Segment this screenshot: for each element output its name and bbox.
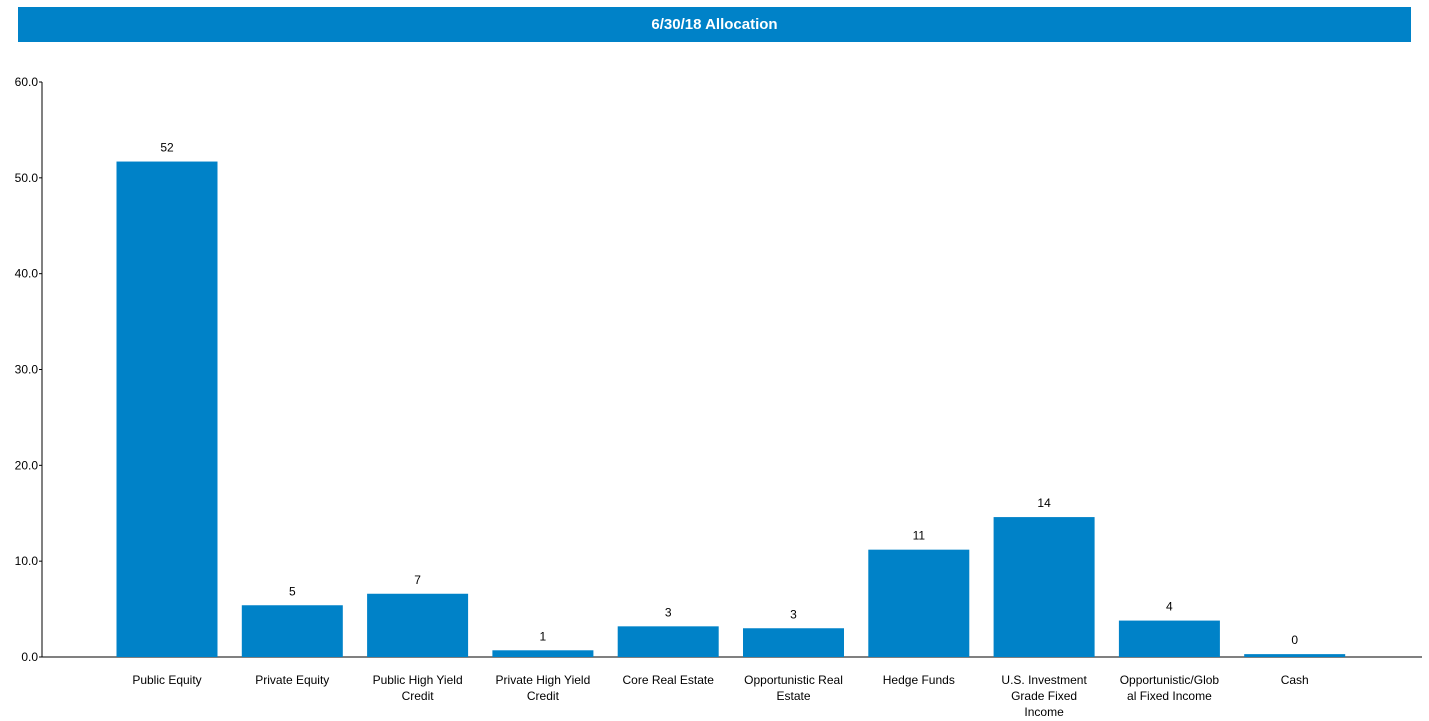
data-label: 0 [1291, 633, 1298, 647]
y-tick-label: 50.0 [15, 171, 39, 185]
y-tick-label: 30.0 [15, 363, 39, 377]
y-tick-label: 60.0 [15, 75, 39, 89]
data-label: 3 [790, 607, 797, 621]
y-tick-label: 20.0 [15, 458, 39, 472]
data-label: 5 [289, 584, 296, 598]
x-category-label-line: Opportunistic Real [744, 673, 843, 687]
x-category-label-line: Credit [402, 689, 435, 703]
x-category-label-line: Public Equity [132, 673, 201, 687]
x-category-label-line: Public High Yield [373, 673, 463, 687]
x-category-label-line: Cash [1281, 673, 1309, 687]
x-category-label: Opportunistic Real Estate [744, 673, 843, 703]
x-category-label-line: Private High Yield [496, 673, 591, 687]
x-category-label: Private Equity [255, 673, 329, 687]
x-category-label: Public Equity [132, 673, 201, 687]
x-category-label: Private High Yield Credit [496, 673, 591, 703]
x-category-label-line: Opportunistic/Glob [1120, 673, 1220, 687]
bar [492, 650, 594, 657]
bar [617, 626, 719, 657]
x-category-label-line: Private Equity [255, 673, 329, 687]
x-category-label-line: Estate [776, 689, 810, 703]
data-label: 3 [665, 605, 672, 619]
x-category-label-line: Credit [527, 689, 560, 703]
x-category-label: Public High Yield Credit [373, 673, 463, 703]
x-category-label-line: al Fixed Income [1127, 689, 1212, 703]
data-label: 11 [913, 529, 926, 543]
bar [993, 517, 1095, 657]
bar [367, 593, 469, 657]
data-label: 1 [540, 629, 547, 643]
x-category-label-line: U.S. Investment [1001, 673, 1087, 687]
data-label: 4 [1166, 600, 1173, 614]
x-category-label: Hedge Funds [883, 673, 955, 687]
data-label: 52 [160, 141, 174, 155]
x-category-label-line: Income [1024, 705, 1064, 719]
y-tick-label: 40.0 [15, 267, 39, 281]
x-category-label: Opportunistic/Glob al Fixed Income [1120, 673, 1220, 703]
x-category-label-line: Hedge Funds [883, 673, 955, 687]
y-tick-label: 0.0 [21, 650, 38, 664]
chart-title: 6/30/18 Allocation [18, 7, 1411, 42]
x-category-label: Cash [1281, 673, 1309, 687]
bar [241, 605, 343, 657]
x-category-label-line: Core Real Estate [623, 673, 715, 687]
bar [116, 161, 218, 657]
x-category-label: Core Real Estate [623, 673, 715, 687]
bar [868, 549, 970, 657]
bar [1244, 654, 1346, 657]
data-label: 14 [1037, 496, 1051, 510]
bar [1118, 620, 1220, 657]
x-category-label: U.S. Investment Grade Fixed Income [1001, 673, 1087, 719]
x-category-label-line: Grade Fixed [1011, 689, 1077, 703]
data-label: 7 [414, 573, 421, 587]
y-tick-label: 10.0 [15, 554, 39, 568]
bar [743, 628, 844, 657]
